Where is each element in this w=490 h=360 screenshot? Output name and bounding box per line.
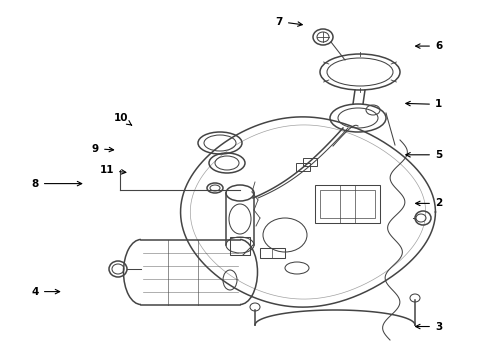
Bar	[230, 237, 250, 255]
Bar	[260, 248, 285, 258]
Bar	[303, 158, 317, 166]
Text: 2: 2	[416, 198, 442, 208]
Text: 9: 9	[92, 144, 114, 154]
Text: 6: 6	[416, 41, 442, 51]
Text: 8: 8	[32, 179, 82, 189]
Bar	[320, 190, 375, 218]
Text: 10: 10	[114, 113, 132, 125]
Text: 11: 11	[99, 165, 126, 175]
Text: 5: 5	[406, 150, 442, 160]
Text: 7: 7	[275, 17, 302, 27]
Text: 1: 1	[406, 99, 442, 109]
Bar	[315, 185, 380, 223]
Text: 4: 4	[31, 287, 60, 297]
Bar	[296, 163, 310, 171]
Text: 3: 3	[416, 321, 442, 332]
